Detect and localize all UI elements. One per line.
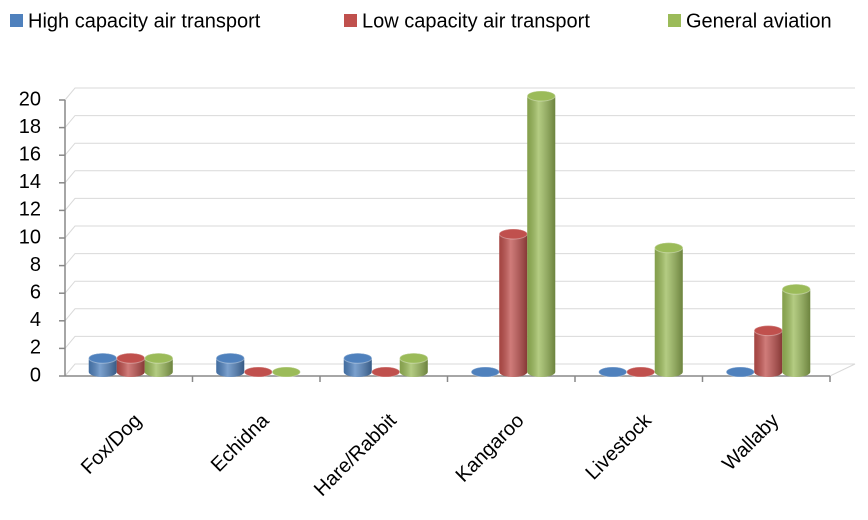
bar-shade xyxy=(754,325,783,377)
y-tick-label: 12 xyxy=(19,199,41,221)
x-tick-label: Echidna xyxy=(207,409,274,476)
grid-line xyxy=(64,335,855,349)
bar-top xyxy=(243,366,273,378)
x-tick-label: Fox/Dog xyxy=(77,410,146,479)
grid-line xyxy=(64,253,855,266)
bar-top xyxy=(626,366,656,378)
legend-swatch xyxy=(344,14,357,27)
bar-top xyxy=(526,90,556,102)
bar-shade xyxy=(499,229,528,377)
x-tick-label: Kangaroo xyxy=(452,410,529,487)
bar-top xyxy=(725,366,755,378)
grid-line xyxy=(64,363,855,377)
grid-line xyxy=(64,225,855,239)
bar-shade xyxy=(654,242,683,377)
y-tick-label: 4 xyxy=(30,309,41,331)
y-tick-label: 14 xyxy=(19,171,41,193)
bar-top xyxy=(498,228,528,240)
bar-shade xyxy=(527,91,556,377)
bar-top xyxy=(371,366,401,378)
grid-line xyxy=(64,197,855,211)
bar-top xyxy=(470,366,500,378)
y-tick-label: 2 xyxy=(30,337,41,359)
bar-top xyxy=(598,366,628,378)
x-tick-label: Hare/Rabbit xyxy=(310,409,401,500)
bar-top xyxy=(144,352,174,364)
y-tick-label: 8 xyxy=(30,254,41,276)
grid-line xyxy=(64,87,855,101)
grid-line xyxy=(64,115,855,128)
bar-top xyxy=(88,352,118,364)
y-tick-label: 16 xyxy=(19,143,41,165)
bar-top xyxy=(343,352,373,364)
legend-label: High capacity air transport xyxy=(28,10,261,32)
bar-shade xyxy=(782,284,811,377)
grid-line xyxy=(64,142,855,156)
grid-line xyxy=(64,170,855,184)
grid-line xyxy=(64,308,855,322)
x-tick-label: Livestock xyxy=(582,409,657,484)
legend-swatch xyxy=(10,14,23,27)
y-tick-label: 0 xyxy=(30,364,41,386)
y-tick-label: 18 xyxy=(19,116,41,138)
y-tick-label: 10 xyxy=(19,226,41,248)
legend-label: General aviation xyxy=(686,10,832,32)
legend-label: Low capacity air transport xyxy=(362,10,590,32)
x-tick-label: Wallaby xyxy=(718,410,783,475)
y-tick-label: 6 xyxy=(30,281,41,303)
grid-line xyxy=(64,280,855,294)
legend-swatch xyxy=(668,14,681,27)
bar-top xyxy=(654,242,684,254)
bar-top xyxy=(781,283,811,295)
bar-top xyxy=(116,352,146,364)
bar-top xyxy=(753,325,783,337)
y-tick-label: 20 xyxy=(19,88,41,110)
bar-top xyxy=(271,366,301,378)
bar-top xyxy=(399,352,429,364)
bar-top xyxy=(215,352,245,364)
